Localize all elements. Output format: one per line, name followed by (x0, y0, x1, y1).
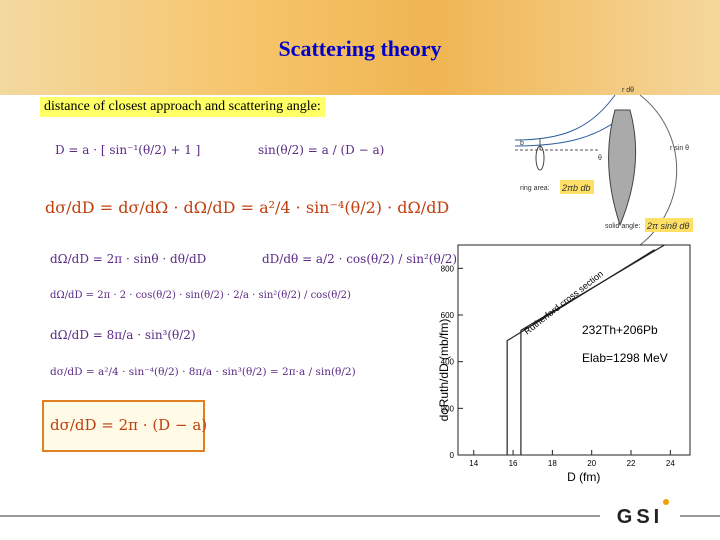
boxed-formula-frame: dσ/dD = 2π · (D − a) (42, 400, 208, 452)
logo-dot (663, 499, 669, 505)
diagram-label: θ (598, 155, 602, 162)
logo: GSI (617, 506, 663, 528)
scattering-diagram (514, 94, 678, 246)
y-tick-label: 0 (450, 451, 455, 460)
header-banner (0, 0, 720, 95)
x-tick-label: 24 (666, 459, 675, 468)
diagram-label: r sin θ (670, 145, 689, 152)
boxed-formula: dσ/dD = 2π · (D − a) (50, 416, 208, 434)
diagram-label: r dθ (622, 87, 634, 94)
series-line (520, 244, 665, 455)
diagram-label: b (520, 140, 524, 147)
formula: dσ/dD = dσ/dΩ · dΩ/dD = a²/4 · sin⁻⁴(θ/2… (45, 198, 450, 217)
highlight (560, 180, 594, 194)
x-axis-label: D (fm) (567, 470, 600, 484)
subtitle: distance of closest approach and scatter… (40, 97, 325, 117)
annotation: 232Th+206Pb (582, 323, 658, 337)
formula: dσ/dD = a²/4 · sin⁻⁴(θ/2) · 8π/a · sin³(… (50, 366, 356, 378)
diagram-label: 2πb db (561, 183, 591, 193)
formula: dD/dθ = a/2 · cos(θ/2) / sin²(θ/2) (262, 252, 458, 266)
formula: sin(θ/2) = a / (D − a) (258, 143, 385, 157)
formula: D = a · [ sin⁻¹(θ/2) + 1 ] (55, 143, 201, 157)
y-tick-label: 400 (441, 358, 455, 367)
slide-title: Scattering theory (278, 36, 442, 61)
x-tick-label: 18 (548, 459, 557, 468)
formula: dΩ/dD = 2π · sinθ · dθ/dD (50, 252, 207, 266)
x-tick-label: 20 (587, 459, 596, 468)
x-tick-label: 16 (509, 459, 518, 468)
logo-bg (600, 507, 680, 525)
y-tick-label: 600 (441, 311, 455, 320)
diagram-label: solid angle: (605, 223, 640, 230)
y-tick-label: 800 (441, 264, 455, 273)
annotation: Elab=1298 MeV (582, 351, 668, 365)
x-tick-label: 14 (469, 459, 478, 468)
y-axis-label: dσRuth/dD (mb/fm) (437, 319, 451, 422)
diagram-label: 2π sinθ dθ (646, 221, 689, 231)
x-tick-label: 22 (627, 459, 636, 468)
diagram-label: ring area: (520, 185, 550, 192)
formula: dΩ/dD = 2π · 2 · cos(θ/2) · sin(θ/2) · 2… (50, 290, 351, 301)
y-tick-label: 200 (441, 404, 455, 413)
highlight (645, 218, 693, 232)
plot-frame (457, 244, 691, 456)
formula: dΩ/dD = 8π/a · sin³(θ/2) (50, 328, 196, 342)
